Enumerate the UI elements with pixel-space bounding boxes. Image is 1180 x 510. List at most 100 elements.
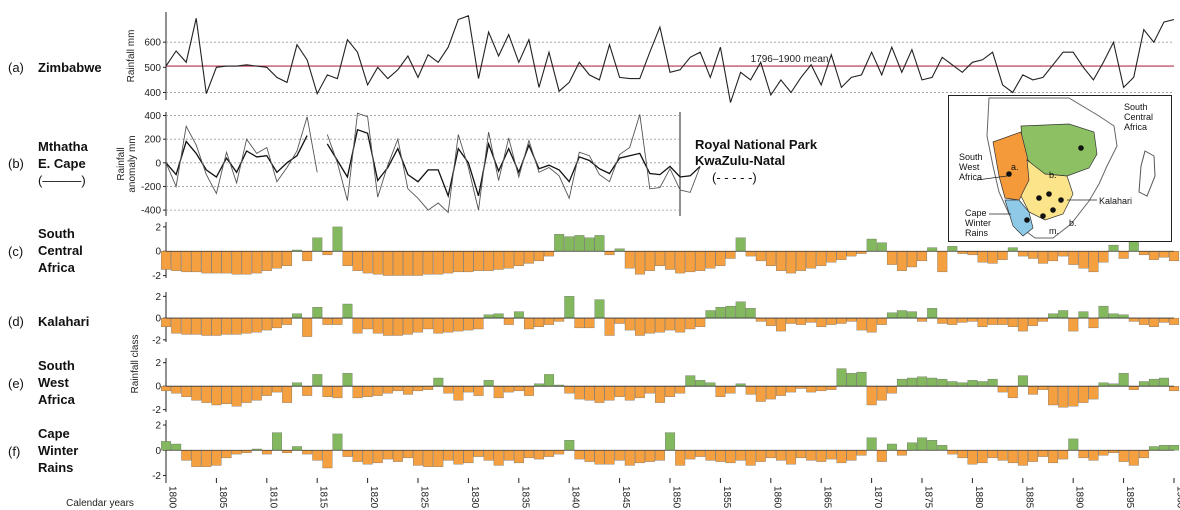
bar-south-west-africa — [322, 386, 333, 397]
bar-south-west-africa — [937, 378, 948, 387]
bar-cape-winter-rains — [1017, 450, 1028, 466]
bar-kalahari — [463, 317, 474, 331]
bar-cape-winter-rains — [907, 442, 917, 451]
bar-south-central-africa — [544, 251, 555, 257]
bar-south-west-africa — [463, 386, 474, 393]
bar-cape-winter-rains — [735, 450, 746, 461]
bar-south-central-africa — [695, 251, 706, 271]
bar-kalahari — [534, 317, 545, 327]
panel-letter: (d) — [8, 314, 24, 329]
bar-south-west-africa — [957, 382, 968, 387]
bar-kalahari — [524, 317, 534, 330]
bar-kalahari — [866, 317, 877, 333]
bar-kalahari — [997, 317, 1008, 325]
y-tick-label: 0 — [155, 314, 161, 325]
bar-cape-winter-rains — [342, 450, 353, 457]
y-tick-label: 200 — [144, 135, 161, 146]
bar-south-west-africa — [1148, 378, 1159, 387]
y-tick-label: 600 — [144, 38, 161, 49]
site-dot — [1006, 171, 1012, 177]
x-tick-label: 1890 — [1074, 486, 1085, 509]
bar-kalahari — [171, 317, 182, 334]
x-tick-label: 1805 — [217, 486, 228, 509]
x-axis-label: Calendar years — [66, 498, 134, 509]
bar-cape-winter-rains — [987, 450, 998, 459]
bar-south-west-africa — [231, 386, 242, 407]
bar-south-central-africa — [1138, 251, 1149, 256]
bar-kalahari — [292, 313, 303, 319]
site-dot — [1024, 217, 1030, 223]
bar-cape-winter-rains — [171, 443, 182, 451]
bar-kalahari — [1017, 317, 1028, 332]
bar-kalahari — [493, 313, 504, 319]
bar-kalahari — [644, 317, 655, 334]
bar-kalahari — [1007, 317, 1018, 327]
bar-kalahari — [836, 317, 847, 324]
bar-kalahari — [181, 317, 192, 335]
bar-south-central-africa — [503, 251, 514, 269]
bar-cape-winter-rains — [705, 450, 716, 461]
x-tick-label: 1900 — [1175, 486, 1180, 509]
bar-south-west-africa — [997, 386, 1008, 393]
panel-title-right: Royal National Park — [695, 137, 818, 152]
panel-title: Winter — [38, 443, 78, 458]
bar-south-west-africa — [272, 386, 282, 393]
bar-south-west-africa — [574, 386, 585, 400]
bar-kalahari — [957, 317, 968, 323]
bar-south-west-africa — [161, 386, 172, 392]
bar-kalahari — [483, 314, 494, 319]
bar-south-west-africa — [675, 386, 686, 394]
panel-title: Mthatha — [38, 139, 89, 154]
bar-kalahari — [1078, 311, 1089, 319]
map-label-b: b. — [1049, 170, 1057, 180]
map-label-sca: South Central Africa — [1124, 102, 1154, 132]
bar-south-central-africa — [604, 251, 615, 256]
bar-south-west-africa — [917, 376, 928, 387]
bar-kalahari — [261, 317, 272, 331]
bar-south-west-africa — [655, 386, 665, 403]
y-tick-label: -2 — [152, 271, 161, 282]
bar-cape-winter-rains — [322, 450, 333, 469]
bar-cape-winter-rains — [1028, 450, 1038, 462]
bar-south-west-africa — [332, 386, 343, 399]
bar-south-west-africa — [604, 386, 615, 401]
series-line-royal-natal — [326, 112, 701, 214]
bar-kalahari — [413, 317, 424, 333]
bar-south-west-africa — [544, 374, 555, 387]
series-line-mthatha — [326, 128, 701, 199]
bar-south-west-africa — [846, 373, 857, 387]
bar-south-central-africa — [272, 251, 282, 269]
bar-cape-winter-rains — [725, 450, 736, 464]
bar-south-west-africa — [967, 380, 978, 387]
bar-cape-winter-rains — [413, 450, 424, 466]
bar-cape-winter-rains — [292, 446, 303, 451]
legend-dashed: (- - - - -) — [712, 170, 757, 185]
bar-south-west-africa — [392, 386, 403, 392]
bar-cape-winter-rains — [1108, 450, 1119, 453]
bar-kalahari — [1068, 317, 1079, 332]
map-label-swa: South West Africa — [959, 152, 983, 182]
bar-south-west-africa — [241, 386, 252, 403]
bar-cape-winter-rains — [1138, 450, 1149, 459]
bar-cape-winter-rains — [644, 450, 655, 462]
bar-south-west-africa — [352, 386, 363, 399]
bar-south-central-africa — [1058, 251, 1069, 257]
bar-south-west-africa — [1068, 386, 1079, 407]
panel-title: E. Cape — [38, 156, 86, 171]
bar-south-west-africa — [372, 386, 383, 396]
bar-kalahari — [332, 317, 343, 325]
bar-kalahari — [453, 317, 464, 332]
bar-south-west-africa — [1128, 386, 1139, 390]
bar-south-central-africa — [917, 251, 928, 262]
bar-kalahari — [403, 317, 413, 335]
bar-south-central-africa — [786, 251, 797, 274]
bar-cape-winter-rains — [896, 450, 907, 456]
bar-south-central-africa — [907, 251, 917, 268]
bar-kalahari — [917, 317, 928, 322]
bar-kalahari — [251, 317, 262, 333]
bar-south-west-africa — [685, 375, 696, 387]
bar-cape-winter-rains — [866, 437, 877, 451]
bar-south-central-africa — [1038, 251, 1049, 264]
bar-kalahari — [1128, 317, 1139, 322]
x-tick-label: 1800 — [167, 486, 178, 509]
